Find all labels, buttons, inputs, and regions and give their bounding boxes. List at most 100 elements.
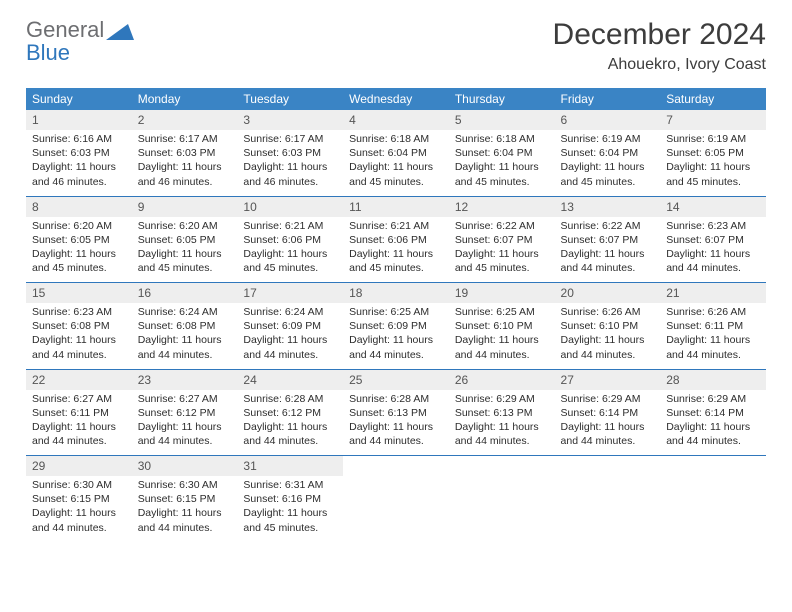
day-cell: 12Sunrise: 6:22 AMSunset: 6:07 PMDayligh… bbox=[449, 197, 555, 283]
day-cell: 6Sunrise: 6:19 AMSunset: 6:04 PMDaylight… bbox=[555, 110, 661, 196]
day-cell: 28Sunrise: 6:29 AMSunset: 6:14 PMDayligh… bbox=[660, 370, 766, 456]
day-details: Sunrise: 6:26 AMSunset: 6:10 PMDaylight:… bbox=[555, 303, 661, 368]
calendar: SundayMondayTuesdayWednesdayThursdayFrid… bbox=[26, 88, 766, 542]
title-block: December 2024 Ahouekro, Ivory Coast bbox=[553, 18, 766, 80]
day-cell: 5Sunrise: 6:18 AMSunset: 6:04 PMDaylight… bbox=[449, 110, 555, 196]
week-row: 29Sunrise: 6:30 AMSunset: 6:15 PMDayligh… bbox=[26, 456, 766, 542]
day-details: Sunrise: 6:23 AMSunset: 6:07 PMDaylight:… bbox=[660, 217, 766, 282]
day-number: 4 bbox=[343, 110, 449, 130]
day-number: 17 bbox=[237, 283, 343, 303]
day-number: 30 bbox=[132, 456, 238, 476]
day-cell: 14Sunrise: 6:23 AMSunset: 6:07 PMDayligh… bbox=[660, 197, 766, 283]
week-row: 22Sunrise: 6:27 AMSunset: 6:11 PMDayligh… bbox=[26, 370, 766, 456]
day-number: 26 bbox=[449, 370, 555, 390]
day-cell: 25Sunrise: 6:28 AMSunset: 6:13 PMDayligh… bbox=[343, 370, 449, 456]
day-number: 2 bbox=[132, 110, 238, 130]
day-number: 12 bbox=[449, 197, 555, 217]
day-cell: 30Sunrise: 6:30 AMSunset: 6:15 PMDayligh… bbox=[132, 456, 238, 542]
weekday-header: Sunday bbox=[26, 88, 132, 110]
day-cell bbox=[449, 456, 555, 542]
weekday-header: Monday bbox=[132, 88, 238, 110]
day-details: Sunrise: 6:17 AMSunset: 6:03 PMDaylight:… bbox=[237, 130, 343, 195]
day-number: 31 bbox=[237, 456, 343, 476]
day-number: 3 bbox=[237, 110, 343, 130]
day-number: 29 bbox=[26, 456, 132, 476]
day-number: 10 bbox=[237, 197, 343, 217]
day-details: Sunrise: 6:24 AMSunset: 6:08 PMDaylight:… bbox=[132, 303, 238, 368]
day-details: Sunrise: 6:18 AMSunset: 6:04 PMDaylight:… bbox=[343, 130, 449, 195]
day-cell: 10Sunrise: 6:21 AMSunset: 6:06 PMDayligh… bbox=[237, 197, 343, 283]
day-number: 24 bbox=[237, 370, 343, 390]
location: Ahouekro, Ivory Coast bbox=[553, 56, 766, 74]
weekday-header: Saturday bbox=[660, 88, 766, 110]
day-cell: 4Sunrise: 6:18 AMSunset: 6:04 PMDaylight… bbox=[343, 110, 449, 196]
day-details: Sunrise: 6:22 AMSunset: 6:07 PMDaylight:… bbox=[555, 217, 661, 282]
logo-line2: Blue bbox=[26, 40, 70, 65]
day-number: 15 bbox=[26, 283, 132, 303]
day-details: Sunrise: 6:29 AMSunset: 6:14 PMDaylight:… bbox=[660, 390, 766, 455]
day-details: Sunrise: 6:25 AMSunset: 6:10 PMDaylight:… bbox=[449, 303, 555, 368]
day-cell: 17Sunrise: 6:24 AMSunset: 6:09 PMDayligh… bbox=[237, 283, 343, 369]
logo-triangle-icon bbox=[106, 20, 134, 40]
day-cell: 3Sunrise: 6:17 AMSunset: 6:03 PMDaylight… bbox=[237, 110, 343, 196]
day-number: 25 bbox=[343, 370, 449, 390]
day-cell: 7Sunrise: 6:19 AMSunset: 6:05 PMDaylight… bbox=[660, 110, 766, 196]
day-details: Sunrise: 6:29 AMSunset: 6:13 PMDaylight:… bbox=[449, 390, 555, 455]
day-cell: 13Sunrise: 6:22 AMSunset: 6:07 PMDayligh… bbox=[555, 197, 661, 283]
day-number: 9 bbox=[132, 197, 238, 217]
day-cell: 29Sunrise: 6:30 AMSunset: 6:15 PMDayligh… bbox=[26, 456, 132, 542]
weekday-header: Tuesday bbox=[237, 88, 343, 110]
calendar-body: 1Sunrise: 6:16 AMSunset: 6:03 PMDaylight… bbox=[26, 110, 766, 542]
day-details: Sunrise: 6:23 AMSunset: 6:08 PMDaylight:… bbox=[26, 303, 132, 368]
day-cell: 8Sunrise: 6:20 AMSunset: 6:05 PMDaylight… bbox=[26, 197, 132, 283]
header: General Blue December 2024 Ahouekro, Ivo… bbox=[26, 18, 766, 80]
day-cell: 18Sunrise: 6:25 AMSunset: 6:09 PMDayligh… bbox=[343, 283, 449, 369]
day-cell: 19Sunrise: 6:25 AMSunset: 6:10 PMDayligh… bbox=[449, 283, 555, 369]
day-details: Sunrise: 6:21 AMSunset: 6:06 PMDaylight:… bbox=[237, 217, 343, 282]
day-cell: 16Sunrise: 6:24 AMSunset: 6:08 PMDayligh… bbox=[132, 283, 238, 369]
logo-line1: General bbox=[26, 17, 104, 42]
week-row: 1Sunrise: 6:16 AMSunset: 6:03 PMDaylight… bbox=[26, 110, 766, 196]
day-cell: 22Sunrise: 6:27 AMSunset: 6:11 PMDayligh… bbox=[26, 370, 132, 456]
week-row: 15Sunrise: 6:23 AMSunset: 6:08 PMDayligh… bbox=[26, 283, 766, 369]
day-cell: 20Sunrise: 6:26 AMSunset: 6:10 PMDayligh… bbox=[555, 283, 661, 369]
day-cell: 15Sunrise: 6:23 AMSunset: 6:08 PMDayligh… bbox=[26, 283, 132, 369]
day-cell: 2Sunrise: 6:17 AMSunset: 6:03 PMDaylight… bbox=[132, 110, 238, 196]
day-number: 28 bbox=[660, 370, 766, 390]
day-number: 16 bbox=[132, 283, 238, 303]
day-number: 7 bbox=[660, 110, 766, 130]
day-number: 8 bbox=[26, 197, 132, 217]
day-number: 13 bbox=[555, 197, 661, 217]
weekday-header: Thursday bbox=[449, 88, 555, 110]
week-row: 8Sunrise: 6:20 AMSunset: 6:05 PMDaylight… bbox=[26, 197, 766, 283]
day-details: Sunrise: 6:20 AMSunset: 6:05 PMDaylight:… bbox=[132, 217, 238, 282]
day-details: Sunrise: 6:29 AMSunset: 6:14 PMDaylight:… bbox=[555, 390, 661, 455]
day-details: Sunrise: 6:30 AMSunset: 6:15 PMDaylight:… bbox=[26, 476, 132, 541]
day-cell: 21Sunrise: 6:26 AMSunset: 6:11 PMDayligh… bbox=[660, 283, 766, 369]
day-details: Sunrise: 6:28 AMSunset: 6:12 PMDaylight:… bbox=[237, 390, 343, 455]
day-details: Sunrise: 6:27 AMSunset: 6:11 PMDaylight:… bbox=[26, 390, 132, 455]
day-details: Sunrise: 6:17 AMSunset: 6:03 PMDaylight:… bbox=[132, 130, 238, 195]
day-cell bbox=[555, 456, 661, 542]
day-details: Sunrise: 6:27 AMSunset: 6:12 PMDaylight:… bbox=[132, 390, 238, 455]
logo-text: General Blue bbox=[26, 18, 104, 64]
day-number: 19 bbox=[449, 283, 555, 303]
day-details: Sunrise: 6:20 AMSunset: 6:05 PMDaylight:… bbox=[26, 217, 132, 282]
day-cell: 27Sunrise: 6:29 AMSunset: 6:14 PMDayligh… bbox=[555, 370, 661, 456]
day-cell: 1Sunrise: 6:16 AMSunset: 6:03 PMDaylight… bbox=[26, 110, 132, 196]
day-details: Sunrise: 6:16 AMSunset: 6:03 PMDaylight:… bbox=[26, 130, 132, 195]
day-cell bbox=[343, 456, 449, 542]
day-cell: 9Sunrise: 6:20 AMSunset: 6:05 PMDaylight… bbox=[132, 197, 238, 283]
day-number: 1 bbox=[26, 110, 132, 130]
day-number: 27 bbox=[555, 370, 661, 390]
day-cell: 31Sunrise: 6:31 AMSunset: 6:16 PMDayligh… bbox=[237, 456, 343, 542]
day-number: 14 bbox=[660, 197, 766, 217]
day-details: Sunrise: 6:25 AMSunset: 6:09 PMDaylight:… bbox=[343, 303, 449, 368]
day-details: Sunrise: 6:30 AMSunset: 6:15 PMDaylight:… bbox=[132, 476, 238, 541]
day-number: 11 bbox=[343, 197, 449, 217]
day-details: Sunrise: 6:26 AMSunset: 6:11 PMDaylight:… bbox=[660, 303, 766, 368]
weekday-header-row: SundayMondayTuesdayWednesdayThursdayFrid… bbox=[26, 88, 766, 110]
day-cell: 11Sunrise: 6:21 AMSunset: 6:06 PMDayligh… bbox=[343, 197, 449, 283]
day-details: Sunrise: 6:22 AMSunset: 6:07 PMDaylight:… bbox=[449, 217, 555, 282]
weekday-header: Friday bbox=[555, 88, 661, 110]
